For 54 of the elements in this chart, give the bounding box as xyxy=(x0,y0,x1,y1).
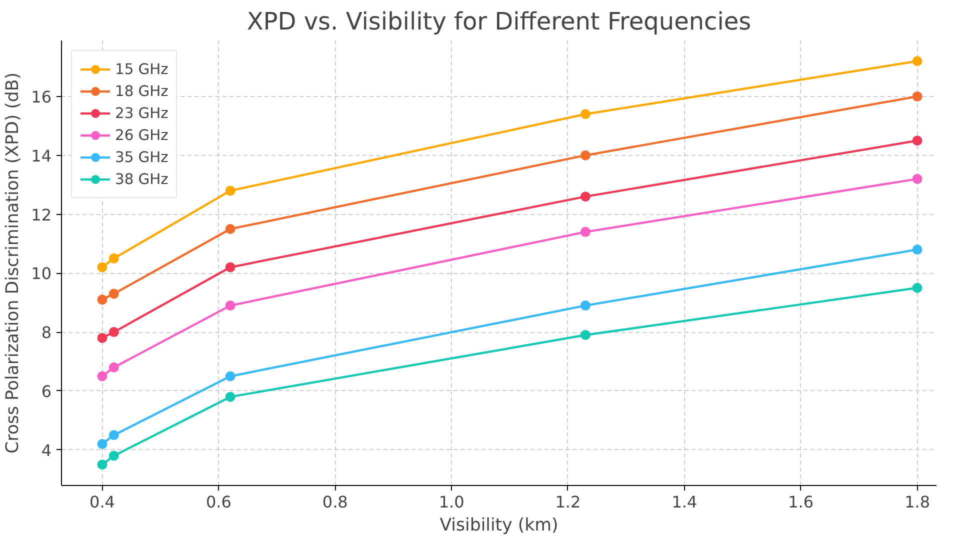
point xyxy=(108,288,119,299)
y-tick-label: 10 xyxy=(31,264,52,284)
point xyxy=(225,392,236,402)
x-tick-label: 0.6 xyxy=(206,492,232,512)
point xyxy=(97,460,108,470)
x-tick-label: 0.8 xyxy=(322,492,348,512)
point xyxy=(580,192,590,202)
point xyxy=(580,226,590,237)
point xyxy=(912,56,922,66)
point xyxy=(225,262,236,272)
point xyxy=(225,300,236,311)
x-axis-title: Visibility (km) xyxy=(440,516,558,536)
point xyxy=(108,450,119,461)
point xyxy=(108,430,119,440)
y-tick-label: 12 xyxy=(31,205,52,224)
legend-label: 35 GHz xyxy=(115,148,168,166)
y-tick-label: 4 xyxy=(41,440,52,460)
point xyxy=(912,91,922,102)
legend-label: 23 GHz xyxy=(115,104,168,122)
point xyxy=(108,253,119,264)
y-tick-label: 8 xyxy=(41,323,52,342)
legend-label: 18 GHz xyxy=(115,82,168,100)
y-axis-title: Cross Polarization Discrimination (XPD) (dB) xyxy=(3,72,24,454)
point xyxy=(580,109,590,120)
legend-label: 38 GHz xyxy=(115,170,168,188)
point xyxy=(580,330,590,340)
point xyxy=(225,371,236,382)
point xyxy=(97,294,108,305)
point xyxy=(912,136,922,146)
point xyxy=(912,244,922,255)
point xyxy=(97,438,108,449)
x-tick-label: 1.6 xyxy=(788,492,814,512)
y-tick-label: 14 xyxy=(31,146,52,166)
x-tick-label: 1.0 xyxy=(438,492,464,512)
point xyxy=(912,174,922,184)
x-tick-label: 1.2 xyxy=(555,492,581,512)
point xyxy=(108,327,119,338)
point xyxy=(912,282,922,293)
x-tick-label: 0.4 xyxy=(90,492,115,512)
point xyxy=(225,224,236,234)
point xyxy=(108,362,119,372)
chart-title: XPD vs. Visibility for Different Frequencies xyxy=(246,8,752,36)
point xyxy=(225,186,236,196)
y-tick-label: 16 xyxy=(31,87,52,106)
y-tick-label: 6 xyxy=(41,382,52,401)
point xyxy=(580,300,590,311)
x-tick-label: 1.8 xyxy=(904,492,930,512)
point xyxy=(580,150,590,160)
point xyxy=(97,262,108,272)
x-tick-label: 1.4 xyxy=(672,492,698,512)
point xyxy=(97,332,108,343)
point xyxy=(97,371,108,382)
legend-label: 26 GHz xyxy=(115,126,168,144)
legend-label: 15 GHz xyxy=(115,60,168,78)
